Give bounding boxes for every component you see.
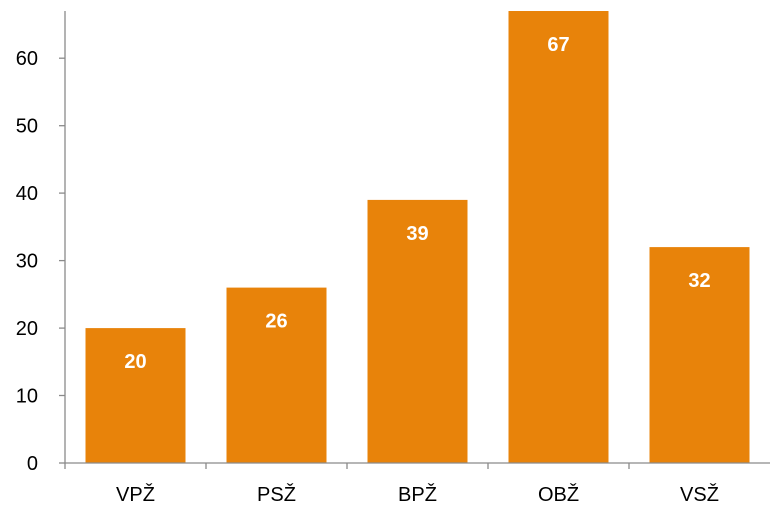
tick-labels-layer: VPŽ PSŽ BPŽ OBŽ VSŽ 0 10 20 30 40 50 60 (16, 48, 719, 506)
bar-PSŽ (226, 287, 327, 463)
data-label-VSŽ: 32 (688, 270, 710, 292)
y-tick-label: 0 (27, 453, 38, 475)
bar-VSŽ (649, 247, 750, 463)
y-tick-label: 10 (16, 386, 38, 408)
bars-layer (85, 11, 750, 463)
y-tick-label: 50 (16, 116, 38, 138)
data-label-BPŽ: 39 (406, 223, 428, 245)
x-tick-label-VSŽ: VSŽ (680, 483, 719, 506)
bar-VPŽ (85, 328, 186, 463)
y-tick-label: 20 (16, 318, 38, 340)
data-label-PSŽ: 26 (265, 311, 287, 333)
y-tick-label: 30 (16, 251, 38, 273)
x-tick-label-BPŽ: BPŽ (398, 483, 437, 506)
axes-layer (59, 11, 770, 469)
bar-BPŽ (367, 199, 468, 463)
data-labels-layer: 20 26 39 67 32 (124, 34, 710, 373)
x-tick-label-PSŽ: PSŽ (257, 483, 296, 506)
x-tick-label-OBŽ: OBŽ (538, 483, 579, 506)
data-label-VPŽ: 20 (124, 351, 146, 373)
y-tick-label: 60 (16, 48, 38, 70)
bar-OBŽ (508, 11, 609, 463)
data-label-OBŽ: 67 (547, 34, 569, 56)
y-tick-label: 40 (16, 183, 38, 205)
x-tick-label-VPŽ: VPŽ (116, 483, 155, 506)
